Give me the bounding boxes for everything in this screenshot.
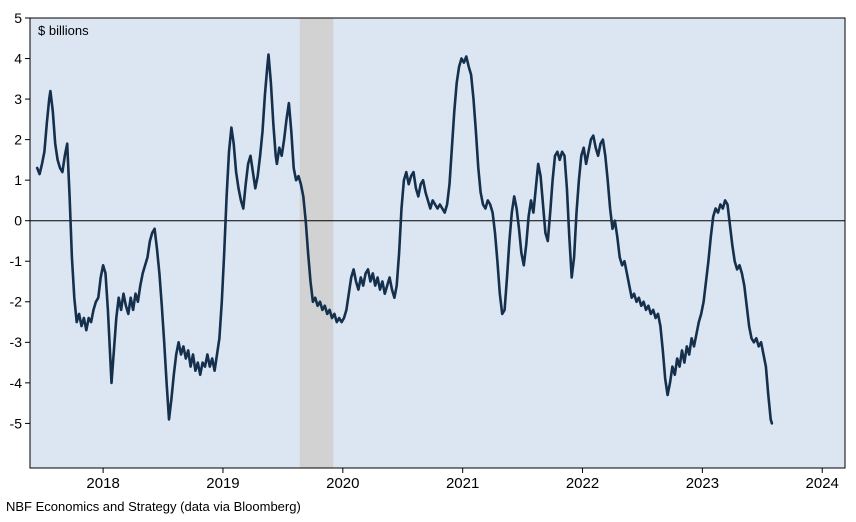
x-tick-label: 2023 (686, 475, 719, 492)
source-note: NBF Economics and Strategy (data via Blo… (6, 499, 301, 514)
plot-frame (29, 17, 846, 469)
y-tick-label: -5 (10, 415, 23, 431)
y-tick-label: 1 (14, 172, 22, 188)
y-tick-label: -3 (10, 334, 23, 350)
y-tick-label: 5 (14, 10, 22, 26)
shaded-band (299, 18, 334, 468)
y-tick-label: -4 (10, 375, 23, 391)
x-tick-label: 2024 (806, 475, 839, 492)
x-tick-label: 2020 (326, 475, 359, 492)
y-tick-label: -2 (10, 294, 23, 310)
x-tick-label: 2022 (566, 475, 599, 492)
y-tick-label: -1 (10, 253, 23, 269)
plot-background (30, 18, 845, 468)
y-tick-label: 3 (14, 91, 22, 107)
x-tick-label: 2019 (206, 475, 239, 492)
data-line (35, 53, 774, 425)
y-tick-label: 0 (14, 213, 22, 229)
y-tick-label: 4 (14, 50, 22, 66)
x-tick-label: 2021 (446, 475, 479, 492)
y-axis-unit-label: $ billions (38, 23, 89, 38)
x-tick-label: 2018 (86, 475, 119, 492)
y-tick-label: 2 (14, 132, 22, 148)
